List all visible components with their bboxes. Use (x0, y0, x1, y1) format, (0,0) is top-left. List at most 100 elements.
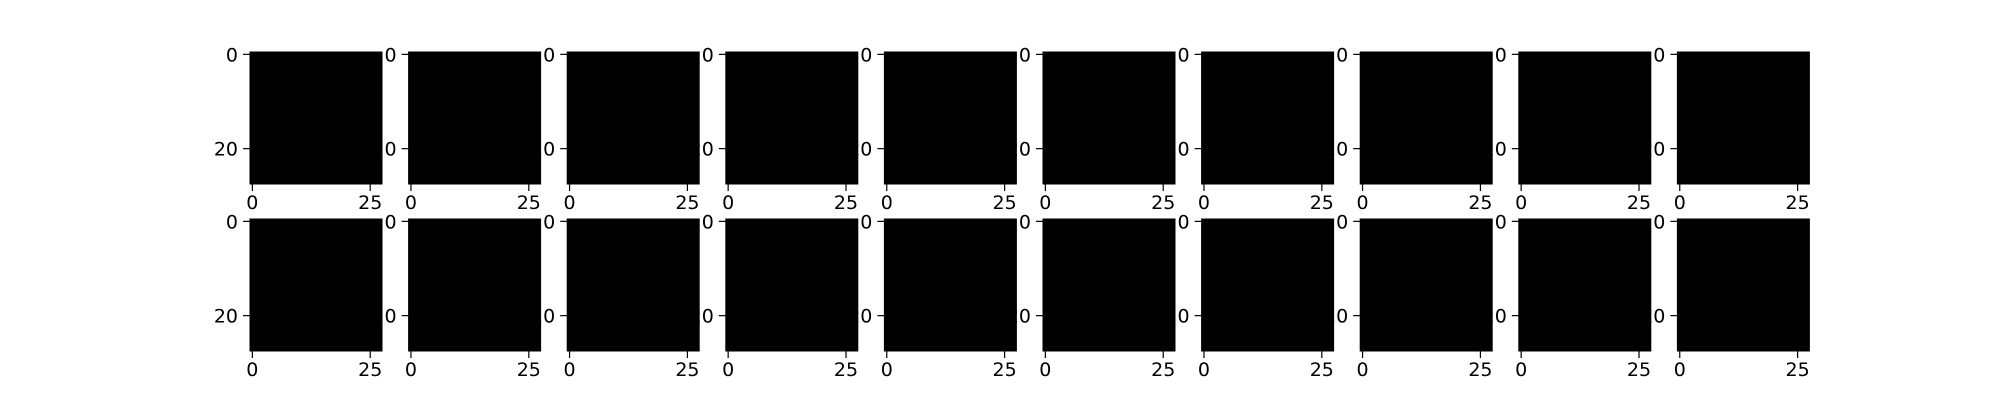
reconstruction-image-5 (1042, 218, 1176, 352)
original-image-7 (1359, 51, 1493, 185)
original-image-0-background (250, 52, 382, 184)
original-8-ytick-label-20: 20 (1483, 139, 1507, 161)
original-5-xtick-label-25: 25 (1151, 192, 1175, 214)
reconstruction-4-ytick-label-0: 0 (860, 211, 872, 233)
reconstruction-4-xtick-label-0: 0 (881, 359, 893, 381)
reconstruction-image-3-background (725, 219, 858, 351)
reconstruction-1-ytick-label-0: 0 (385, 211, 397, 233)
original-image-0 (249, 51, 383, 185)
original-7-xtick-label-0: 0 (1357, 192, 1369, 214)
reconstruction-5-ytick-label-0: 0 (1019, 211, 1031, 233)
original-image-6-background (1201, 52, 1334, 184)
reconstruction-image-2-frame (566, 218, 700, 352)
reconstruction-5-ytick-label-20: 20 (1007, 306, 1031, 328)
original-9-xtick-label-25: 25 (1786, 192, 1810, 214)
original-image-5-background (1043, 52, 1175, 184)
reconstruction-0-xtick-label-25: 25 (358, 359, 382, 381)
reconstruction-image-6-background (1201, 219, 1334, 351)
reconstruction-5-xtick-label-25: 25 (1151, 359, 1175, 381)
reconstruction-image-1-frame (408, 218, 542, 352)
reconstruction-1-ytick-label-20: 20 (372, 306, 396, 328)
reconstruction-7-xtick-label-0: 0 (1357, 359, 1369, 381)
reconstruction-5-xtick-label-0: 0 (1039, 359, 1051, 381)
reconstruction-image-8-frame (1518, 218, 1652, 352)
original-image-7-background (1360, 52, 1493, 184)
reconstruction-2-ytick-label-20: 20 (531, 306, 555, 328)
reconstruction-3-xtick-label-0: 0 (722, 359, 734, 381)
reconstruction-image-5-background (1043, 219, 1175, 351)
reconstruction-image-3 (725, 218, 859, 352)
original-6-ytick-label-0: 0 (1178, 44, 1190, 66)
reconstruction-4-xtick-label-25: 25 (993, 359, 1017, 381)
original-image-8-background (1518, 52, 1651, 184)
original-image-6 (1201, 51, 1335, 185)
original-7-xtick-label-25: 25 (1468, 192, 1492, 214)
reconstruction-image-9 (1676, 218, 1810, 352)
original-0-xtick-label-0: 0 (246, 192, 258, 214)
original-1-ytick-label-20: 20 (372, 139, 396, 161)
original-7-ytick-label-20: 20 (1324, 139, 1348, 161)
reconstruction-9-ytick-label-0: 0 (1653, 211, 1665, 233)
original-2-ytick-label-20: 20 (531, 139, 555, 161)
reconstruction-3-xtick-label-25: 25 (834, 359, 858, 381)
reconstruction-image-8 (1518, 218, 1652, 352)
original-6-xtick-label-25: 25 (1310, 192, 1334, 214)
reconstruction-3-ytick-label-20: 20 (690, 306, 714, 328)
reconstruction-image-5-frame (1042, 218, 1176, 352)
original-6-ytick-label-20: 20 (1165, 139, 1189, 161)
reconstruction-image-7 (1359, 218, 1493, 352)
original-image-4-frame (883, 51, 1017, 185)
reconstruction-2-xtick-label-0: 0 (564, 359, 576, 381)
reconstruction-0-xtick-label-0: 0 (246, 359, 258, 381)
reconstruction-1-xtick-label-25: 25 (517, 359, 541, 381)
original-image-3-background (725, 52, 858, 184)
reconstruction-image-4 (883, 218, 1017, 352)
reconstruction-9-ytick-label-20: 20 (1641, 306, 1665, 328)
original-2-ytick-label-0: 0 (543, 44, 555, 66)
reconstruction-8-xtick-label-0: 0 (1515, 359, 1527, 381)
original-image-8 (1518, 51, 1652, 185)
original-image-0-frame (249, 51, 383, 185)
original-0-xtick-label-25: 25 (358, 192, 382, 214)
reconstruction-image-6 (1201, 218, 1335, 352)
original-4-ytick-label-20: 20 (848, 139, 872, 161)
reconstruction-8-ytick-label-20: 20 (1483, 306, 1507, 328)
reconstruction-6-ytick-label-20: 20 (1165, 306, 1189, 328)
original-image-2-frame (566, 51, 700, 185)
original-8-xtick-label-0: 0 (1515, 192, 1527, 214)
original-4-xtick-label-0: 0 (881, 192, 893, 214)
reconstruction-image-1 (408, 218, 542, 352)
original-image-1-background (408, 52, 541, 184)
reconstruction-2-xtick-label-25: 25 (675, 359, 699, 381)
original-4-ytick-label-0: 0 (860, 44, 872, 66)
original-image-7-frame (1359, 51, 1493, 185)
reconstruction-3-ytick-label-0: 0 (702, 211, 714, 233)
original-1-xtick-label-25: 25 (517, 192, 541, 214)
reconstruction-image-0-background (250, 219, 382, 351)
original-image-2 (566, 51, 700, 185)
original-4-xtick-label-25: 25 (993, 192, 1017, 214)
reconstruction-image-9-frame (1676, 218, 1810, 352)
original-image-9 (1676, 51, 1810, 185)
original-9-xtick-label-0: 0 (1674, 192, 1686, 214)
reconstruction-9-xtick-label-0: 0 (1674, 359, 1686, 381)
reconstruction-8-ytick-label-0: 0 (1495, 211, 1507, 233)
original-8-xtick-label-25: 25 (1627, 192, 1651, 214)
reconstruction-image-8-background (1518, 219, 1651, 351)
reconstruction-image-9-background (1677, 219, 1810, 351)
original-2-xtick-label-25: 25 (675, 192, 699, 214)
original-7-ytick-label-0: 0 (1336, 44, 1348, 66)
reconstruction-7-xtick-label-25: 25 (1468, 359, 1492, 381)
original-5-ytick-label-0: 0 (1019, 44, 1031, 66)
original-1-xtick-label-0: 0 (405, 192, 417, 214)
original-2-xtick-label-0: 0 (564, 192, 576, 214)
reconstruction-image-4-frame (883, 218, 1017, 352)
reconstruction-6-xtick-label-25: 25 (1310, 359, 1334, 381)
original-3-ytick-label-0: 0 (702, 44, 714, 66)
original-image-5 (1042, 51, 1176, 185)
original-image-4-background (884, 52, 1017, 184)
original-6-xtick-label-0: 0 (1198, 192, 1210, 214)
reconstruction-8-xtick-label-25: 25 (1627, 359, 1651, 381)
reconstruction-image-0 (249, 218, 383, 352)
